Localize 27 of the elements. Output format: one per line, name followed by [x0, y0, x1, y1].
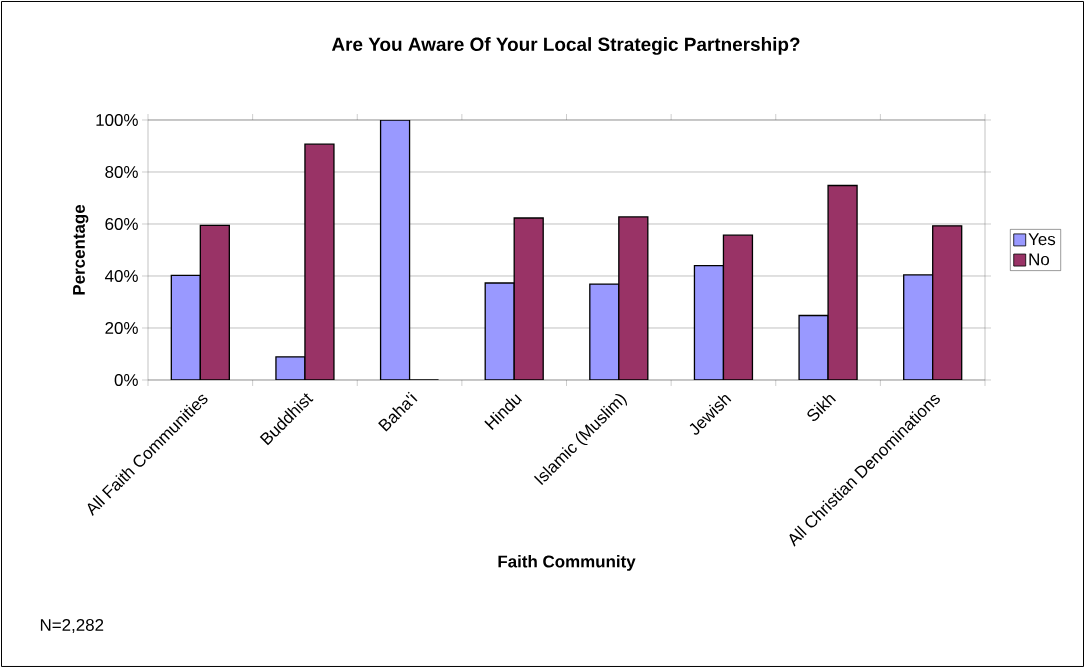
bar [618, 216, 649, 380]
y-tick-label: 80% [105, 165, 138, 178]
y-axis-title: Percentage [73, 204, 89, 295]
bar [693, 264, 725, 380]
legend-label: No [1029, 253, 1050, 266]
bar [903, 274, 934, 380]
y-tick-label: 60% [105, 217, 138, 230]
bar [798, 314, 829, 380]
bar [589, 283, 620, 380]
y-tick-label: 40% [104, 269, 138, 282]
bar [484, 282, 515, 380]
bar [304, 143, 335, 380]
y-tick-label: 20% [105, 321, 138, 334]
bar [827, 184, 858, 380]
bar [379, 119, 411, 380]
y-tick-label: 0% [114, 373, 138, 386]
bar [932, 225, 963, 380]
text: N=2,282 [40, 618, 104, 633]
x-axis-title: Faith Community [498, 555, 636, 571]
y-tick-label: 100% [96, 113, 138, 126]
chart-title: Are You Aware Of Your Local Strategic Partnership? [331, 37, 800, 55]
bar [199, 224, 230, 380]
legend-label: Yes [1028, 233, 1056, 246]
bar [513, 217, 544, 380]
bar [722, 234, 754, 380]
x-tick-label: Sikh [807, 394, 836, 421]
bar [170, 274, 201, 380]
